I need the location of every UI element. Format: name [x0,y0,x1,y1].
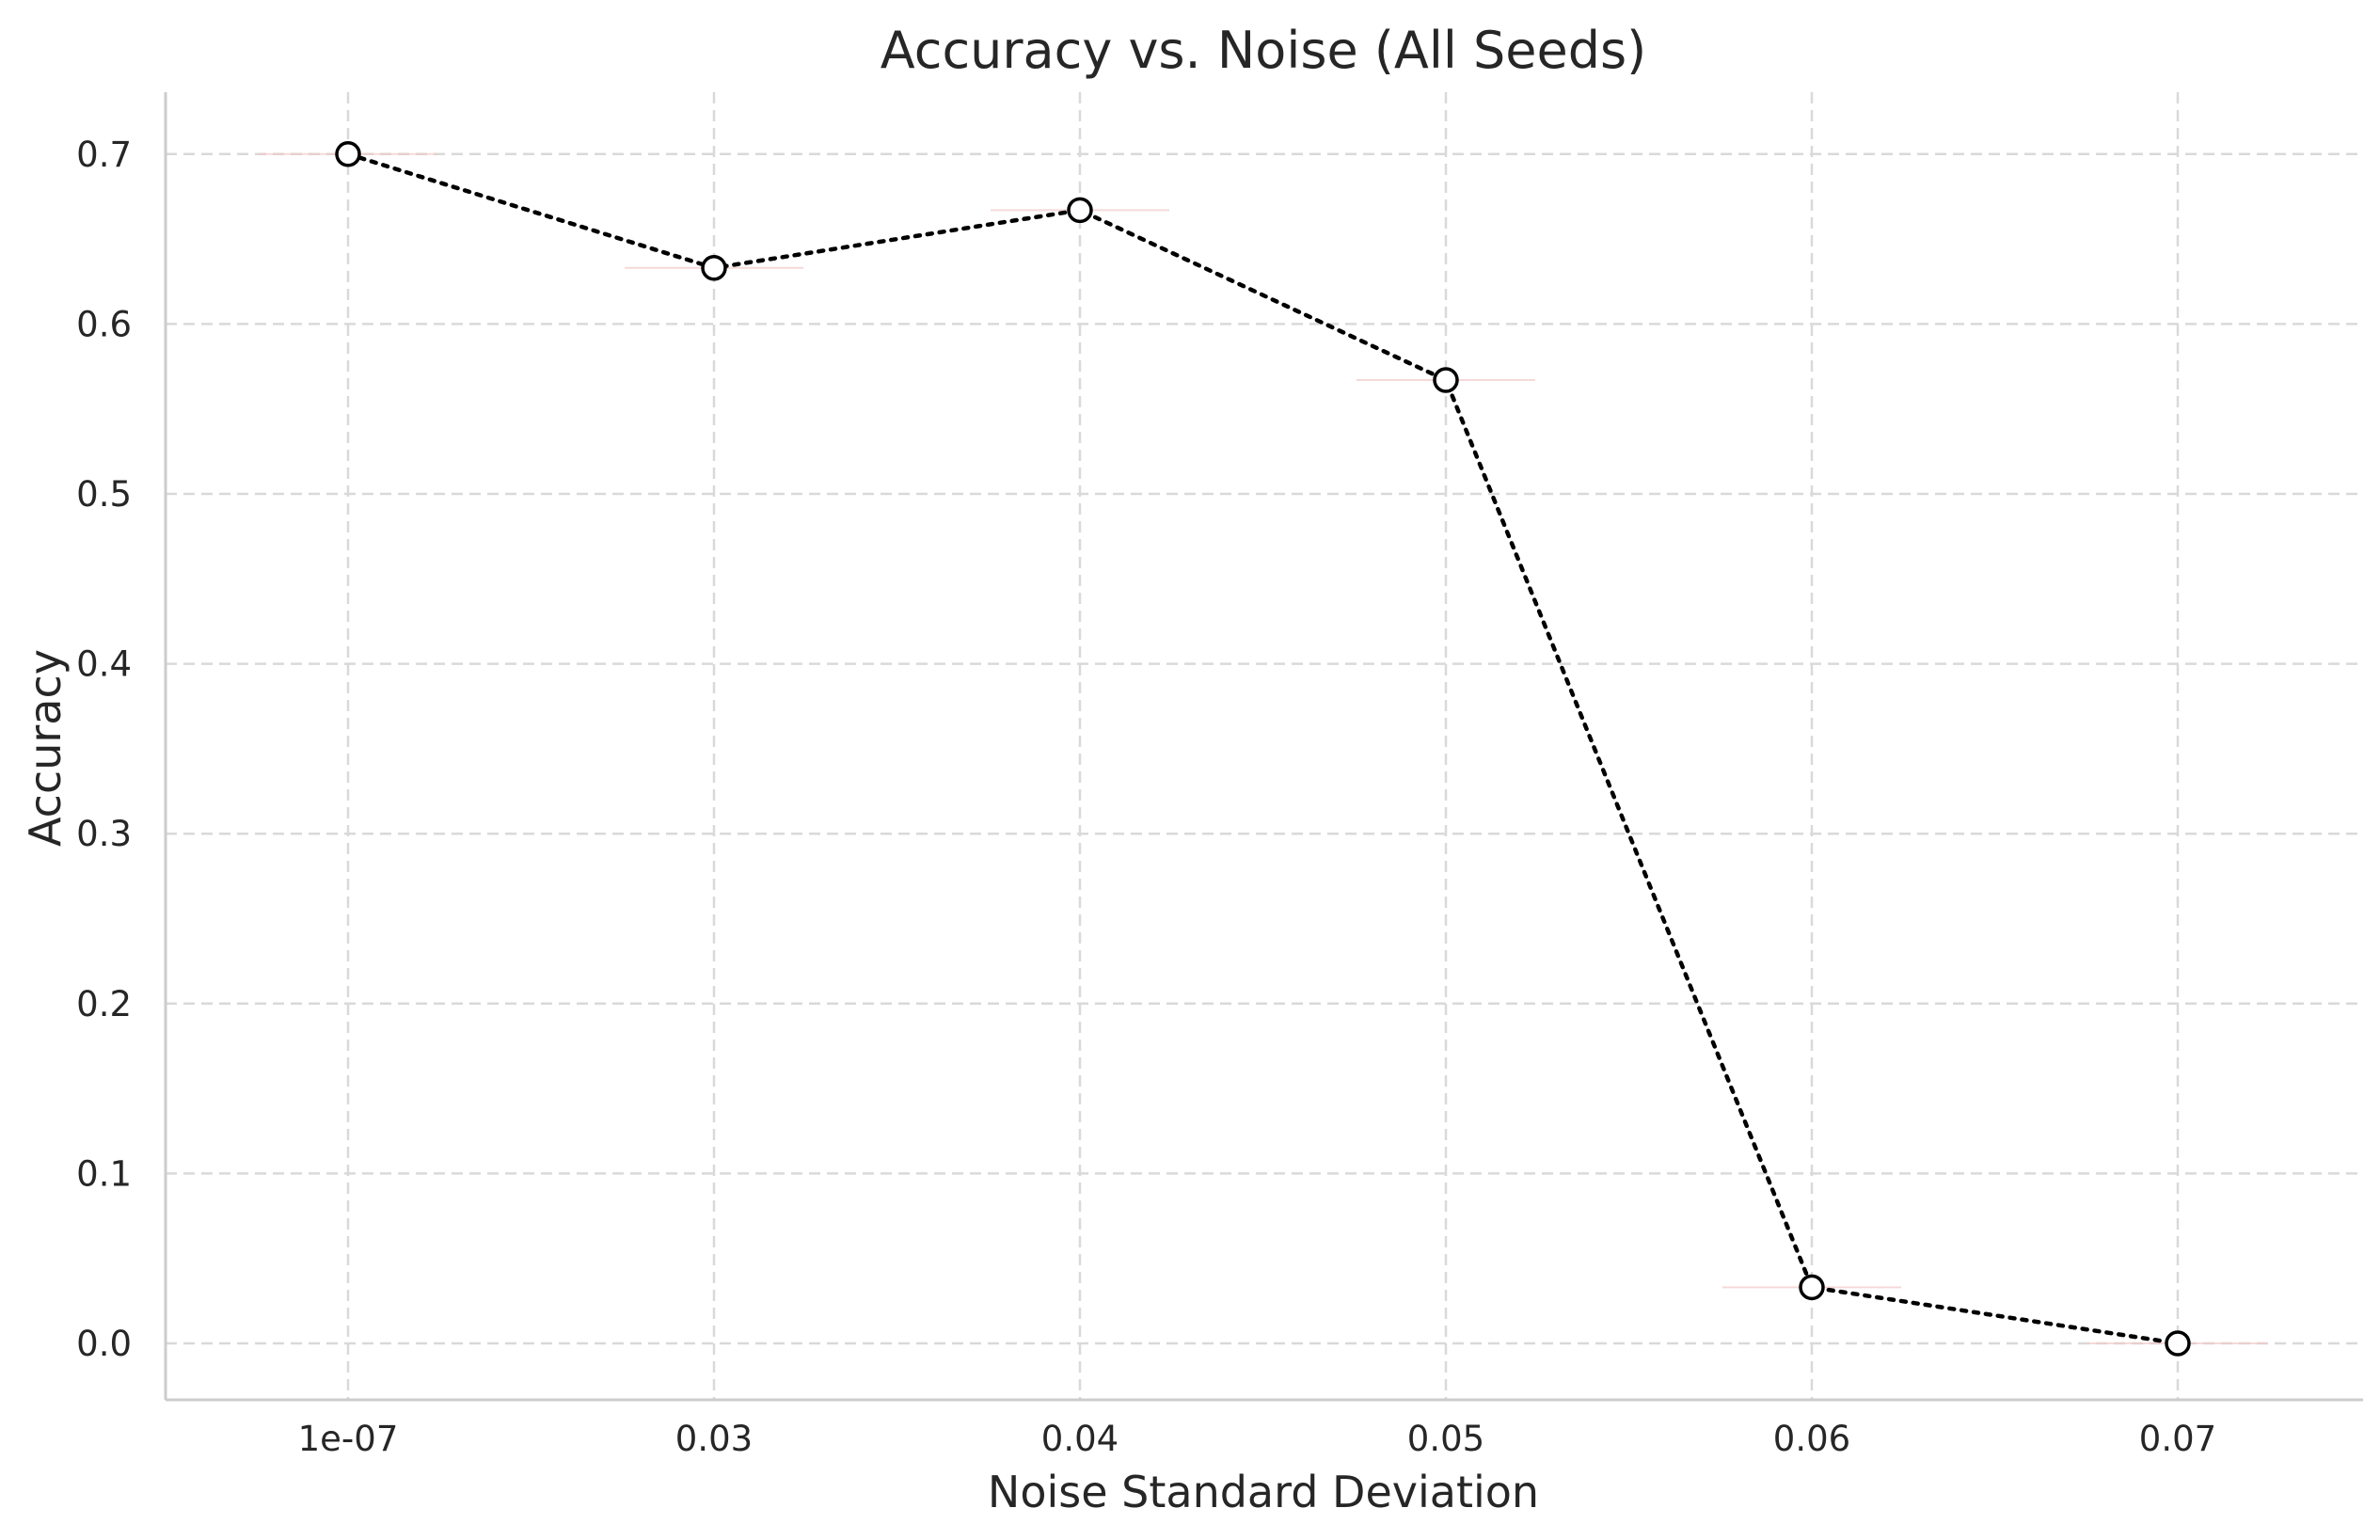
y-tick-label: 0.7 [76,135,132,175]
y-tick-label: 0.2 [76,984,132,1024]
tick-labels: 0.0 0.1 0.2 0.3 0.4 0.5 0.6 0.7 1e-07 0.03 0.04 0.0… [76,135,2216,1459]
y-tick-label: 0.5 [76,474,132,515]
chart-title: Accuracy vs. Noise (All Seeds) [881,21,1646,80]
axes-spines [164,92,2363,1402]
y-axis-label: Accuracy [20,649,71,847]
series-accuracy [335,141,2191,1357]
x-tick-label: 0.07 [2139,1419,2216,1459]
x-tick-label: 0.06 [1773,1419,1850,1459]
data-point [1067,197,1093,224]
x-tick-label: 0.04 [1041,1419,1119,1459]
data-point [335,141,361,167]
y-tick-label: 0.4 [76,644,132,685]
y-tick-label: 0.0 [76,1324,132,1364]
x-tick-label: 1e-07 [298,1419,399,1459]
x-tick-label: 0.03 [675,1419,753,1459]
series-line [345,151,2181,1346]
x-axis-label: Noise Standard Deviation [988,1467,1539,1517]
data-point [1799,1274,1825,1301]
data-point [1433,367,1459,393]
error-bars [259,152,2267,1344]
y-tick-label: 0.6 [76,304,132,344]
y-tick-label: 0.3 [76,814,132,854]
y-tick-label: 0.1 [76,1153,132,1194]
data-point [701,255,727,281]
data-point [2165,1330,2191,1357]
grid [166,92,2363,1400]
x-tick-label: 0.05 [1407,1419,1484,1459]
